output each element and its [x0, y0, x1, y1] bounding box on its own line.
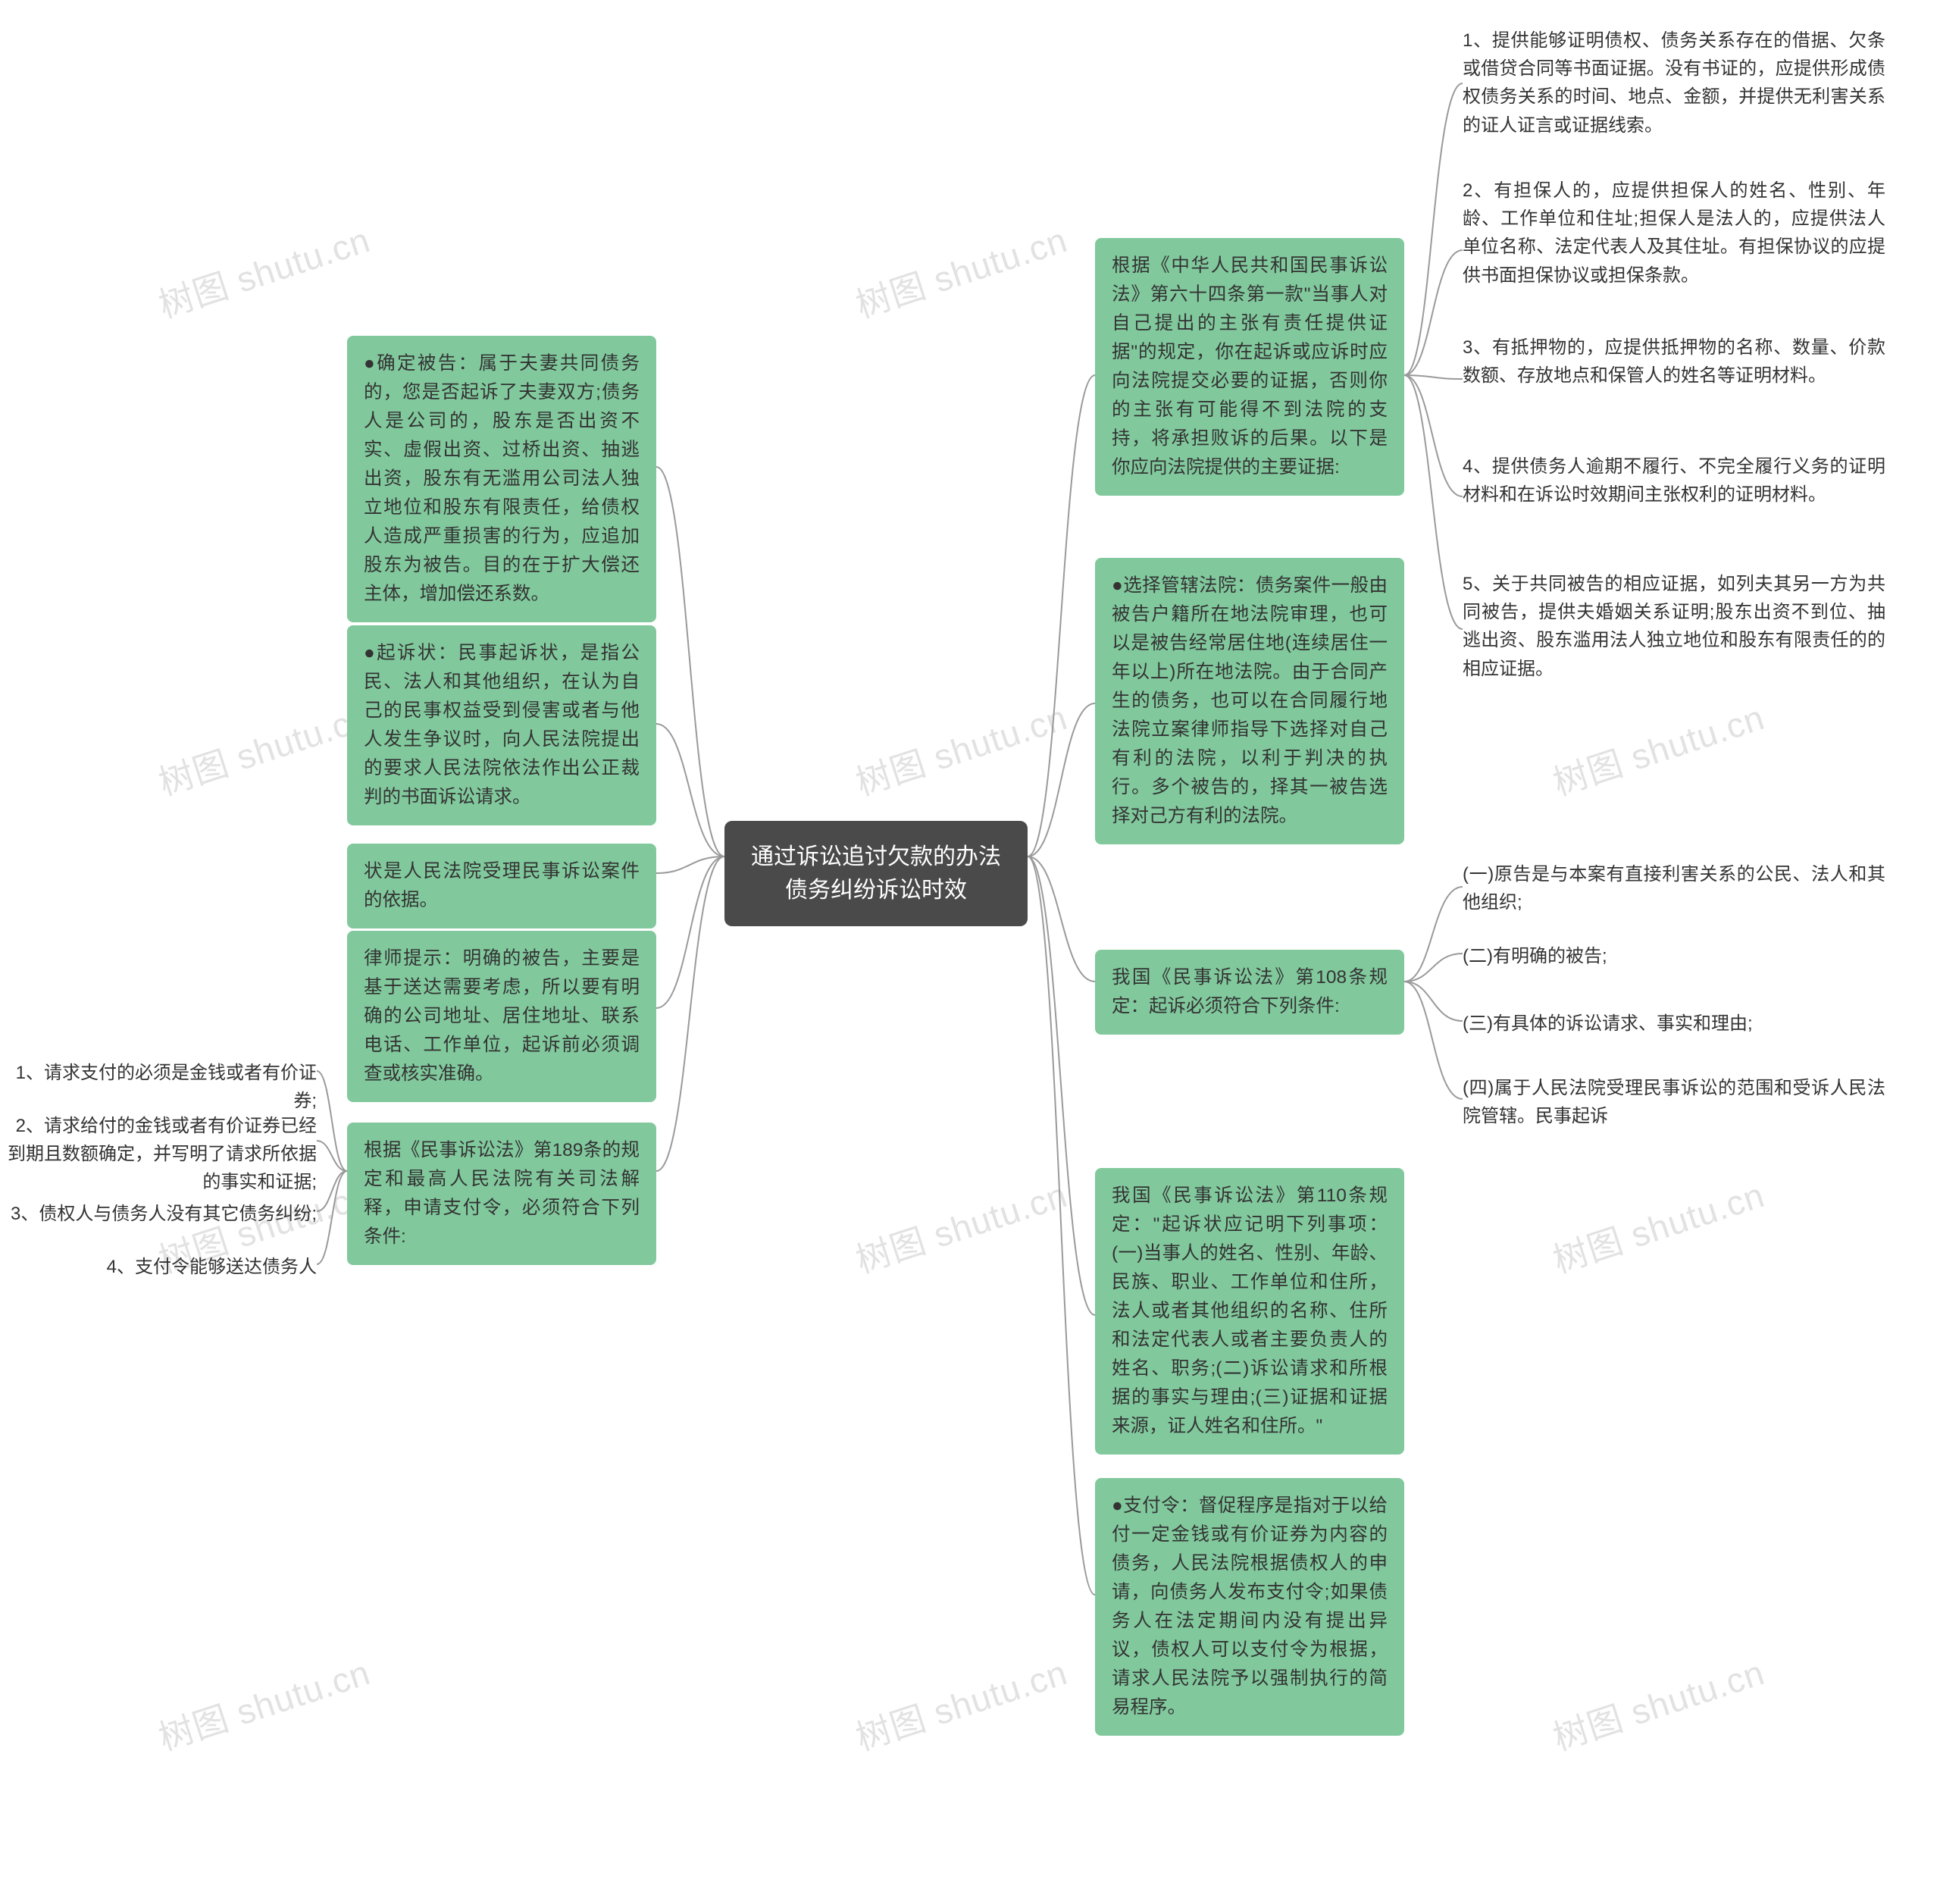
right-leaf-cond-1[interactable]: (一)原告是与本案有直接利害关系的公民、法人和其他组织; [1463, 860, 1885, 916]
watermark: 树图 shutu.cn [849, 1645, 1073, 1760]
left-node-lawyer-tip[interactable]: 律师提示：明确的被告，主要是基于送达需要考虑，所以要有明确的公司地址、居住地址、… [347, 931, 656, 1102]
right-leaf-cond-4[interactable]: (四)属于人民法院受理民事诉讼的范围和受诉人民法院管辖。民事起诉 [1463, 1074, 1885, 1130]
right-leaf-cond-2[interactable]: (二)有明确的被告; [1463, 942, 1885, 970]
watermark: 树图 shutu.cn [1546, 690, 1770, 805]
right-node-payment-order[interactable]: ●支付令：督促程序是指对于以给付一定金钱或有价证券为内容的债务，人民法院根据债权… [1095, 1478, 1404, 1736]
right-leaf-evidence-2[interactable]: 2、有担保人的，应提供担保人的姓名、性别、年龄、工作单位和住址;担保人是法人的，… [1463, 177, 1885, 290]
right-node-art108[interactable]: 我国《民事诉讼法》第108条规定：起诉必须符合下列条件: [1095, 950, 1404, 1035]
left-node-basis[interactable]: 状是人民法院受理民事诉讼案件的依据。 [347, 844, 656, 929]
watermark: 树图 shutu.cn [152, 212, 376, 327]
left-node-complaint[interactable]: ●起诉状：民事起诉状，是指公民、法人和其他组织，在认为自己的民事权益受到侵害或者… [347, 625, 656, 825]
watermark: 树图 shutu.cn [849, 690, 1073, 805]
left-leaf-3[interactable]: 3、债权人与债务人没有其它债务纠纷; [5, 1200, 317, 1228]
left-leaf-4[interactable]: 4、支付令能够送达债务人 [5, 1253, 317, 1281]
right-node-art64[interactable]: 根据《中华人民共和国民事诉讼法》第六十四条第一款"当事人对自己提出的主张有责任提… [1095, 238, 1404, 496]
watermark: 树图 shutu.cn [849, 1167, 1073, 1282]
watermark: 树图 shutu.cn [152, 690, 376, 805]
right-leaf-evidence-5[interactable]: 5、关于共同被告的相应证据，如列夫其另一方为共同被告，提供夫婚姻关系证明;股东出… [1463, 570, 1885, 683]
right-leaf-evidence-4[interactable]: 4、提供债务人逾期不履行、不完全履行义务的证明材料和在诉讼时效期间主张权利的证明… [1463, 453, 1885, 509]
right-leaf-evidence-1[interactable]: 1、提供能够证明债权、债务关系存在的借据、欠条或借贷合同等书面证据。没有书证的，… [1463, 27, 1885, 139]
watermark: 树图 shutu.cn [849, 212, 1073, 327]
right-node-jurisdiction[interactable]: ●选择管辖法院：债务案件一般由被告户籍所在地法院审理，也可以是被告经常居住地(连… [1095, 558, 1404, 844]
left-leaf-1[interactable]: 1、请求支付的必须是金钱或者有价证券; [5, 1059, 317, 1115]
right-node-art110[interactable]: 我国《民事诉讼法》第110条规定："起诉状应记明下列事项：(一)当事人的姓名、性… [1095, 1168, 1404, 1455]
mindmap-root[interactable]: 通过诉讼追讨欠款的办法 债务纠纷诉讼时效 [724, 821, 1028, 926]
watermark: 树图 shutu.cn [1546, 1167, 1770, 1282]
left-node-art189[interactable]: 根据《民事诉讼法》第189条的规定和最高人民法院有关司法解释，申请支付令，必须符… [347, 1123, 656, 1265]
watermark: 树图 shutu.cn [1546, 1645, 1770, 1760]
left-node-defendant[interactable]: ●确定被告：属于夫妻共同债务的，您是否起诉了夫妻双方;债务人是公司的，股东是否出… [347, 336, 656, 622]
left-leaf-2[interactable]: 2、请求给付的金钱或者有价证券已经到期且数额确定，并写明了请求所依据的事实和证据… [5, 1112, 317, 1197]
right-leaf-evidence-3[interactable]: 3、有抵押物的，应提供抵押物的名称、数量、价款数额、存放地点和保管人的姓名等证明… [1463, 334, 1885, 390]
watermark: 树图 shutu.cn [152, 1645, 376, 1760]
right-leaf-cond-3[interactable]: (三)有具体的诉讼请求、事实和理由; [1463, 1010, 1885, 1038]
